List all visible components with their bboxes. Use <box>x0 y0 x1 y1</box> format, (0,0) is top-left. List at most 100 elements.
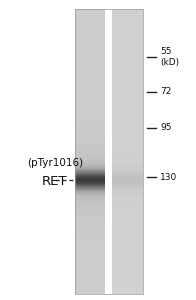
Bar <box>112 179 142 180</box>
Bar <box>75 206 105 207</box>
Bar <box>112 190 142 191</box>
Bar <box>112 259 142 260</box>
Bar <box>112 272 142 273</box>
Bar <box>75 36 105 37</box>
Bar <box>75 90 105 91</box>
Bar <box>75 144 105 145</box>
Bar <box>112 153 142 154</box>
Bar <box>75 222 105 223</box>
Text: (pTyr1016): (pTyr1016) <box>27 158 83 169</box>
Bar <box>112 15 142 16</box>
Bar <box>75 274 105 275</box>
Bar <box>112 76 142 77</box>
Bar <box>75 147 105 148</box>
Bar <box>112 252 142 253</box>
Bar <box>75 140 105 142</box>
Bar <box>112 162 142 163</box>
Bar <box>75 270 105 271</box>
Bar <box>112 175 142 176</box>
Bar <box>112 134 142 135</box>
Bar <box>75 37 105 38</box>
Bar <box>75 63 105 64</box>
Bar <box>112 212 142 214</box>
Bar <box>112 166 142 167</box>
Bar <box>75 57 105 58</box>
Bar <box>75 124 105 125</box>
Bar <box>75 53 105 54</box>
Bar <box>75 11 105 13</box>
Bar <box>75 271 105 272</box>
Bar <box>112 142 142 144</box>
Bar <box>75 158 105 159</box>
Bar <box>75 203 105 204</box>
Bar <box>112 277 142 278</box>
Bar <box>75 249 105 250</box>
Bar <box>112 83 142 84</box>
Bar <box>75 272 105 273</box>
Bar <box>112 186 142 187</box>
Bar <box>75 34 105 35</box>
Bar <box>112 32 142 33</box>
Bar <box>112 30 142 31</box>
Bar <box>112 280 142 281</box>
Bar <box>75 51 105 52</box>
Bar <box>75 38 105 39</box>
Bar <box>112 25 142 26</box>
Bar <box>75 250 105 251</box>
Bar <box>75 230 105 231</box>
Bar <box>75 112 105 113</box>
Bar <box>75 34 105 35</box>
Bar <box>112 292 142 293</box>
Bar <box>75 103 105 104</box>
Bar <box>75 78 105 79</box>
Bar <box>112 92 142 93</box>
Bar <box>75 192 105 193</box>
Bar <box>112 194 142 195</box>
Bar <box>75 104 105 105</box>
Bar <box>112 284 142 285</box>
Bar <box>75 125 105 127</box>
Bar <box>75 212 105 214</box>
Bar <box>75 69 105 70</box>
Bar <box>75 232 105 233</box>
Bar <box>112 182 142 183</box>
Bar <box>75 103 105 104</box>
Bar <box>75 279 105 280</box>
Bar <box>112 193 142 194</box>
Bar <box>112 165 142 166</box>
Bar <box>75 151 105 152</box>
Bar <box>112 149 142 150</box>
Bar <box>112 114 142 115</box>
Bar <box>112 213 142 214</box>
Bar <box>112 66 142 68</box>
Bar <box>112 276 142 277</box>
Bar <box>112 163 142 164</box>
Bar <box>112 71 142 72</box>
Bar <box>112 244 142 245</box>
Bar <box>112 91 142 92</box>
Bar <box>112 250 142 251</box>
Bar <box>75 43 105 44</box>
Bar <box>112 161 142 162</box>
Bar <box>75 288 105 289</box>
Bar <box>75 217 105 218</box>
Bar <box>112 227 142 229</box>
Bar <box>75 98 105 100</box>
Bar <box>112 60 142 61</box>
Bar <box>75 29 105 30</box>
Bar <box>75 286 105 287</box>
Bar <box>112 235 142 236</box>
Bar <box>75 85 105 86</box>
Bar <box>112 74 142 75</box>
Bar <box>75 69 105 70</box>
Bar <box>75 200 105 201</box>
Bar <box>75 237 105 238</box>
Bar <box>75 106 105 107</box>
Bar <box>75 264 105 265</box>
Bar <box>75 107 105 108</box>
Bar <box>75 214 105 215</box>
Bar <box>75 116 105 117</box>
Bar <box>75 293 105 294</box>
Bar <box>112 49 142 50</box>
Bar <box>112 168 142 169</box>
